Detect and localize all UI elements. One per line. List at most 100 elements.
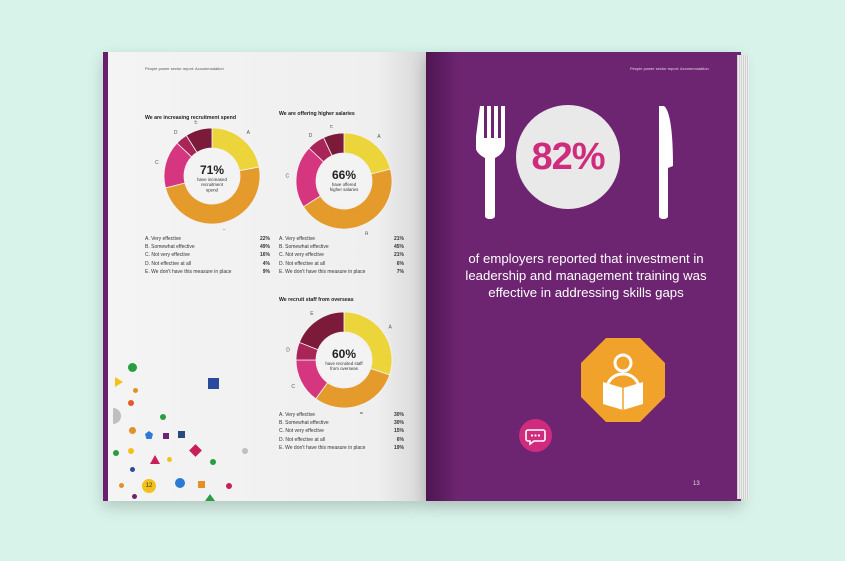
decorative-dot bbox=[167, 457, 172, 462]
legend-row: C. Not very effective 21% bbox=[279, 251, 404, 259]
legend-value: 45% bbox=[393, 244, 404, 251]
legend-row: A. Very effective 30% bbox=[279, 411, 404, 419]
decorative-dot bbox=[242, 448, 248, 454]
legend-row: B. Somewhat effective 45% bbox=[279, 243, 404, 251]
big-stat-plate: 82% bbox=[516, 105, 620, 209]
segment-letter: A bbox=[388, 324, 392, 330]
segment-letter: B bbox=[360, 412, 364, 414]
right-page-number: 13 bbox=[693, 481, 700, 487]
decorative-dot bbox=[128, 400, 134, 406]
decorative-triangle bbox=[205, 494, 215, 501]
legend-row: C. Not very effective 15% bbox=[279, 427, 404, 435]
decorative-dot bbox=[113, 450, 119, 456]
legend-label: D. Not effective at all bbox=[279, 436, 326, 443]
legend-value: 21% bbox=[393, 236, 404, 242]
legend-row: D. Not effective at all 6% bbox=[279, 260, 404, 268]
right-page-header: People power sector report: Accommodatio… bbox=[630, 66, 709, 71]
decorative-dot bbox=[132, 494, 137, 499]
legend-row: E. We don't have this measure in place 7% bbox=[279, 268, 404, 276]
chart-title-higher-salaries: We are offering higher salaries bbox=[279, 111, 355, 117]
legend-label: B. Somewhat effective bbox=[279, 420, 329, 427]
legend-label: A. Very effective bbox=[279, 412, 316, 418]
legend-value: 16% bbox=[259, 252, 270, 259]
legend-row: D. Not effective at all 4% bbox=[145, 260, 270, 268]
decorative-dot bbox=[133, 388, 138, 393]
segment-letter: D bbox=[174, 130, 178, 136]
legend-label: D. Not effective at all bbox=[145, 260, 192, 267]
legend-row: B. Somewhat effective 49% bbox=[145, 243, 270, 251]
legend-higher-salaries: A. Very effective 21% B. Somewhat effectiv… bbox=[279, 235, 404, 276]
donut-segment-b bbox=[165, 166, 261, 225]
legend-label: A. Very effective bbox=[279, 236, 316, 242]
legend-value: 6% bbox=[396, 436, 404, 443]
decorative-square bbox=[178, 431, 185, 438]
statement-text: of employers reported that investment in… bbox=[465, 251, 707, 300]
big-stat-value: 82% bbox=[531, 135, 605, 178]
legend-label: C. Not very effective bbox=[279, 428, 324, 435]
legend-value: 7% bbox=[396, 268, 404, 275]
legend-row: E. We don't have this measure in place 19… bbox=[279, 444, 404, 452]
legend-value: 30% bbox=[393, 412, 404, 418]
legend-value: 30% bbox=[393, 420, 404, 427]
decorative-triangle bbox=[115, 377, 123, 387]
decorative-square bbox=[208, 378, 219, 389]
legend-label: D. Not effective at all bbox=[279, 260, 326, 267]
donut-center-caption: higher salaries bbox=[330, 187, 359, 192]
chart-title-overseas: We recruit staff from overseas bbox=[279, 297, 354, 303]
left-page bbox=[103, 52, 426, 501]
decorative-dot bbox=[119, 483, 124, 488]
legend-row: B. Somewhat effective 30% bbox=[279, 419, 404, 427]
legend-value: 15% bbox=[393, 428, 404, 435]
legend-value: 6% bbox=[396, 260, 404, 267]
donut-segment-e bbox=[298, 311, 345, 351]
donut-center-caption: spend bbox=[206, 187, 219, 192]
donut-hole bbox=[317, 333, 371, 387]
legend-label: B. Somewhat effective bbox=[145, 244, 195, 251]
donut-segment-e bbox=[185, 127, 213, 153]
donut-center-value: 66% bbox=[332, 168, 356, 182]
segment-letter: C bbox=[285, 174, 289, 180]
legend-row: A. Very effective 22% bbox=[145, 235, 270, 243]
donut-center-value: 60% bbox=[332, 347, 356, 361]
legend-label: A. Very effective bbox=[145, 236, 182, 242]
legend-recruitment-spend: A. Very effective 22% B. Somewhat effectiv… bbox=[145, 235, 270, 276]
segment-letter: A bbox=[247, 130, 251, 136]
decorative-semicircle bbox=[113, 408, 121, 424]
segment-letter: C bbox=[291, 384, 295, 390]
left-page-number: 12 bbox=[142, 479, 156, 493]
segment-letter: E bbox=[310, 311, 314, 317]
donut-center-caption: have offered bbox=[332, 182, 357, 187]
legend-label: E. We don't have this measure in place bbox=[145, 268, 232, 275]
decorative-pentagon bbox=[145, 431, 153, 439]
plate-circle: 82% bbox=[516, 105, 620, 209]
donut-center-value: 71% bbox=[200, 163, 224, 177]
legend-label: E. We don't have this measure in place bbox=[279, 268, 366, 275]
segment-letter: C bbox=[155, 160, 159, 166]
legend-row: D. Not effective at all 6% bbox=[279, 436, 404, 444]
decorative-dot bbox=[128, 363, 137, 372]
legend-label: B. Somewhat effective bbox=[279, 244, 329, 251]
donut-center-caption: recruitment bbox=[201, 182, 224, 187]
donut-segment-e bbox=[323, 132, 345, 157]
reading-person-icon bbox=[581, 338, 665, 422]
legend-value: 4% bbox=[262, 260, 270, 267]
right-page-edge bbox=[737, 55, 749, 499]
donut-segment-b bbox=[302, 168, 393, 230]
donut-center-caption: have increased bbox=[197, 177, 227, 182]
segment-letter: D bbox=[309, 133, 313, 139]
decorative-dot bbox=[130, 467, 135, 472]
decorative-square bbox=[198, 481, 205, 488]
decorative-dot bbox=[210, 459, 216, 465]
segment-letter: E bbox=[330, 125, 334, 129]
left-page-edge bbox=[103, 52, 108, 501]
decorative-square bbox=[163, 433, 169, 439]
left-page-header: People power sector report: Accommodatio… bbox=[145, 66, 224, 71]
segment-letter: A bbox=[377, 134, 381, 140]
decorative-dot bbox=[175, 478, 185, 488]
segment-letter: D bbox=[286, 347, 290, 353]
donut-hole bbox=[317, 154, 371, 208]
donut-hole bbox=[185, 149, 239, 203]
